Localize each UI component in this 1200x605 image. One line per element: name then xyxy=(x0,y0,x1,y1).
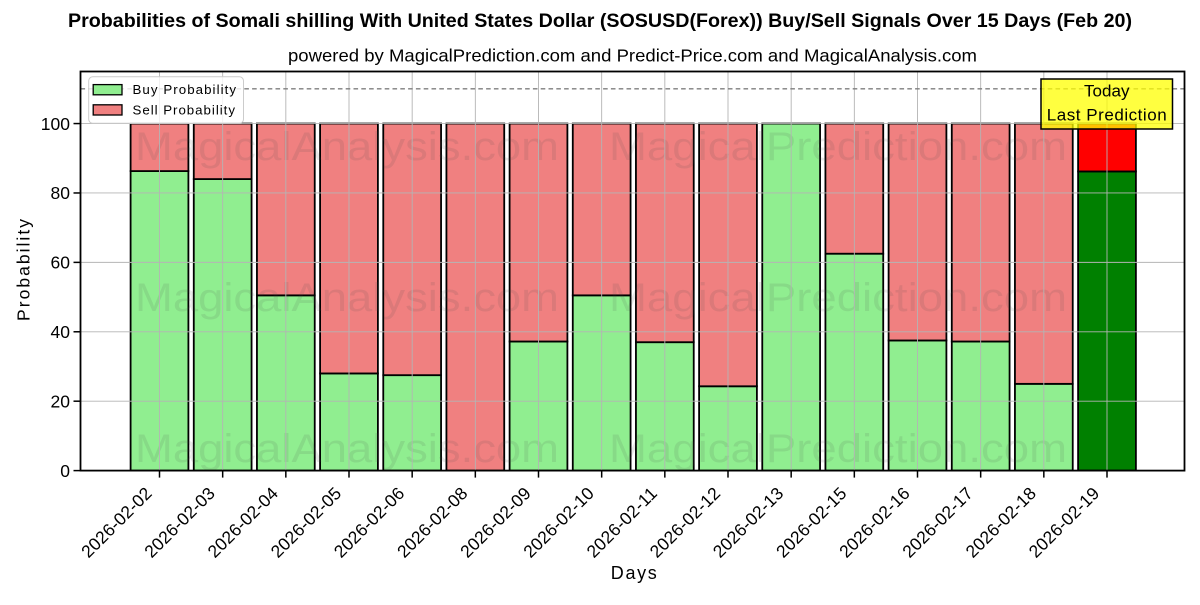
svg-text:0: 0 xyxy=(60,461,70,481)
svg-text:Probability: Probability xyxy=(14,219,34,321)
svg-text:MagicalAnalysis.com: MagicalAnalysis.com xyxy=(135,125,559,169)
svg-text:Today: Today xyxy=(1084,82,1130,101)
svg-text:Last Prediction: Last Prediction xyxy=(1047,106,1167,125)
svg-text:60: 60 xyxy=(51,253,71,273)
svg-text:MagicalPrediction.com: MagicalPrediction.com xyxy=(609,427,1067,471)
svg-text:Buy Probability: Buy Probability xyxy=(133,82,237,97)
svg-text:40: 40 xyxy=(51,322,71,342)
svg-text:Days: Days xyxy=(611,563,657,583)
svg-text:powered by MagicalPrediction.c: powered by MagicalPrediction.com and Pre… xyxy=(288,46,977,66)
svg-text:MagicalPrediction.com: MagicalPrediction.com xyxy=(609,276,1067,320)
svg-text:80: 80 xyxy=(51,183,71,203)
svg-text:Probabilities of Somali shilli: Probabilities of Somali shilling With Un… xyxy=(68,10,1132,32)
svg-text:Sell Probability: Sell Probability xyxy=(133,102,236,117)
svg-text:MagicalAnalysis.com: MagicalAnalysis.com xyxy=(135,276,559,320)
svg-text:100: 100 xyxy=(41,114,70,134)
svg-text:MagicalPrediction.com: MagicalPrediction.com xyxy=(609,125,1067,169)
svg-text:MagicalAnalysis.com: MagicalAnalysis.com xyxy=(135,427,559,471)
svg-text:20: 20 xyxy=(51,391,71,411)
